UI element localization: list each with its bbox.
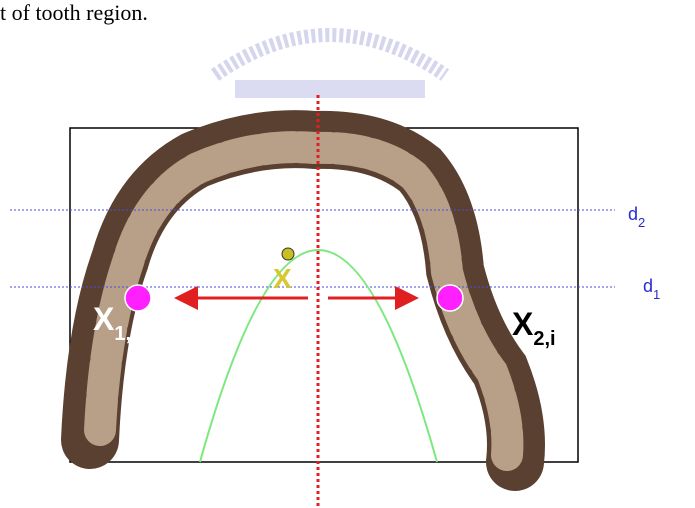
point-x <box>282 248 294 260</box>
point-x1 <box>125 285 151 311</box>
label-sub: 1 <box>653 287 660 302</box>
caption: t of tooth region. <box>0 0 148 25</box>
label-x: X <box>273 263 292 294</box>
label-d2: d2 <box>628 204 645 230</box>
label-main: d <box>643 276 653 296</box>
watermark <box>215 35 445 98</box>
label-main: d <box>628 204 638 224</box>
label-d1: d1 <box>643 276 660 302</box>
label-sub: 2 <box>638 215 645 230</box>
figure: t of tooth region. d2 d1 X X1,i X2,i <box>0 0 695 508</box>
label-main: X <box>93 301 115 337</box>
label-sub: 1,i <box>114 323 136 345</box>
point-x2 <box>437 285 463 311</box>
label-sub: 2,i <box>533 328 555 350</box>
label-main: X <box>512 306 534 342</box>
